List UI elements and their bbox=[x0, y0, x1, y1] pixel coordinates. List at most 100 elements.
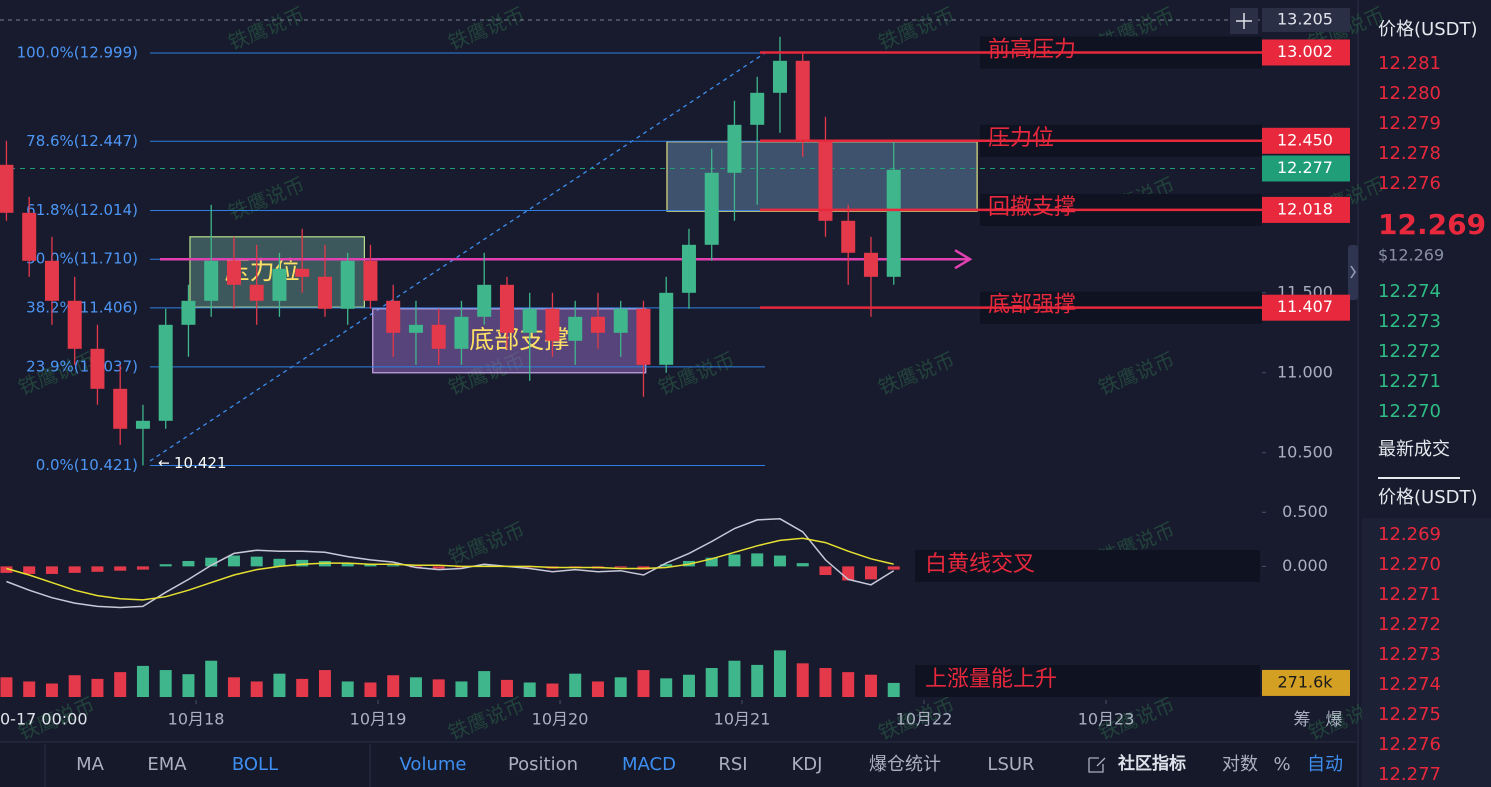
volume-bar bbox=[705, 667, 718, 697]
volume-bar bbox=[136, 665, 149, 697]
macd-bar bbox=[751, 553, 764, 567]
level-annotation: 底部强撑 bbox=[988, 293, 1076, 318]
macd-bar bbox=[773, 555, 786, 567]
volume-bar bbox=[591, 681, 604, 697]
fib-label: 0.0%(10.421) bbox=[36, 456, 138, 474]
collapse-tab[interactable] bbox=[1348, 245, 1358, 300]
macd-bar bbox=[136, 566, 149, 570]
bid-price: 12.273 bbox=[1378, 311, 1441, 332]
low-label: 10.421 bbox=[174, 454, 227, 472]
sub-indicator[interactable]: Position bbox=[508, 754, 578, 775]
volume-bar bbox=[773, 650, 786, 697]
trade-price: 12.271 bbox=[1378, 584, 1441, 605]
indicator[interactable]: BOLL bbox=[232, 754, 278, 775]
level-annotation: 前高压力 bbox=[988, 37, 1076, 62]
candle-body bbox=[204, 260, 219, 301]
side-label[interactable]: 爆 bbox=[1326, 710, 1343, 730]
crosshair-tag bbox=[1262, 8, 1350, 32]
trades-title[interactable]: 最新成交 bbox=[1378, 439, 1450, 460]
ask-price: 12.278 bbox=[1378, 143, 1441, 164]
indicator[interactable]: MA bbox=[76, 754, 105, 775]
option[interactable]: 对数 bbox=[1222, 754, 1258, 775]
fib-label: 38.2%(11.406) bbox=[26, 298, 138, 316]
volume-bar bbox=[68, 675, 81, 697]
candle-body bbox=[113, 388, 128, 429]
edit-icon bbox=[1088, 757, 1106, 773]
fib-label: 100.0%(12.999) bbox=[17, 43, 138, 61]
volume-label: 271.6k bbox=[1277, 672, 1333, 691]
volume-bar bbox=[682, 674, 695, 697]
macd-bar bbox=[842, 566, 855, 581]
option[interactable]: 自动 bbox=[1307, 754, 1343, 775]
annotation-bg bbox=[915, 665, 1260, 697]
side-label[interactable]: 筹 bbox=[1294, 710, 1311, 730]
volume-bar bbox=[250, 681, 263, 697]
sub-indicator[interactable]: Volume bbox=[400, 754, 467, 775]
macd-y-tick-label: 0.500 bbox=[1282, 502, 1328, 521]
volume-bar bbox=[887, 682, 900, 697]
ob-header: 价格(USDT) bbox=[1378, 19, 1478, 40]
community[interactable]: 社区指标 bbox=[1117, 753, 1186, 774]
volume-bar bbox=[387, 675, 400, 697]
ask-price: 12.280 bbox=[1378, 83, 1441, 104]
level-tag bbox=[1262, 127, 1350, 154]
ask-price: 12.281 bbox=[1378, 53, 1441, 74]
trade-price: 12.270 bbox=[1378, 554, 1441, 575]
volume-bar bbox=[569, 673, 582, 697]
trade-price: 12.277 bbox=[1378, 764, 1441, 785]
volume-bar bbox=[114, 672, 127, 697]
arrow-head bbox=[954, 249, 973, 270]
trades-header: 价格(USDT) bbox=[1378, 487, 1478, 508]
sub-indicator[interactable]: RSI bbox=[718, 754, 747, 775]
plus-icon bbox=[1236, 13, 1252, 29]
candle-body bbox=[818, 140, 833, 221]
level-annotation: 回撤支撑 bbox=[988, 195, 1076, 220]
ask-price: 12.279 bbox=[1378, 113, 1441, 134]
volume-bar bbox=[409, 677, 422, 697]
level-price: 13.002 bbox=[1277, 42, 1333, 61]
candle-body bbox=[317, 276, 332, 309]
trades-bg bbox=[1362, 518, 1491, 787]
trade-price: 12.276 bbox=[1378, 734, 1441, 755]
y-tick-label: 11.000 bbox=[1277, 362, 1333, 381]
volume-bar bbox=[227, 677, 240, 697]
annotation-bg bbox=[915, 550, 1260, 582]
bid-price: 12.270 bbox=[1378, 401, 1441, 422]
volume-bar bbox=[91, 678, 104, 697]
volume-bar bbox=[546, 683, 559, 697]
trade-price: 12.269 bbox=[1378, 524, 1441, 545]
volume-bar bbox=[23, 681, 36, 697]
candle-body bbox=[522, 308, 537, 333]
volume-bar bbox=[296, 678, 309, 697]
volume-bar bbox=[842, 672, 855, 697]
volume-bar bbox=[660, 678, 673, 697]
bid-price: 12.271 bbox=[1378, 371, 1441, 392]
crosshair-price: 13.205 bbox=[1277, 10, 1333, 29]
level-price: 11.407 bbox=[1277, 297, 1333, 316]
volume-bar bbox=[455, 681, 468, 697]
last-price: 12.269 bbox=[1378, 208, 1486, 241]
trade-price: 12.273 bbox=[1378, 644, 1441, 665]
option[interactable]: % bbox=[1273, 754, 1290, 775]
volume-bar bbox=[819, 667, 832, 697]
macd-bar bbox=[887, 566, 900, 570]
volume-bar bbox=[796, 663, 809, 697]
sub-indicator[interactable]: 爆仓统计 bbox=[869, 754, 941, 775]
indicator[interactable]: EMA bbox=[147, 754, 187, 775]
sub-indicator[interactable]: LSUR bbox=[987, 754, 1034, 775]
macd-bar bbox=[91, 566, 104, 572]
x-tick-label: 10月21 bbox=[714, 710, 771, 729]
x-tick-label: 10月19 bbox=[350, 710, 407, 729]
volume-bar bbox=[182, 674, 195, 697]
macd-bar bbox=[864, 566, 877, 580]
volume-bar bbox=[0, 677, 13, 697]
volume-bar bbox=[45, 683, 58, 697]
fib-label: 23.9%(11.037) bbox=[26, 357, 138, 375]
candle-body bbox=[659, 292, 674, 365]
sub-indicator[interactable]: KDJ bbox=[792, 754, 823, 775]
sub-indicator[interactable]: MACD bbox=[622, 754, 676, 775]
candle-body bbox=[272, 268, 287, 301]
fib-label: 61.8%(12.014) bbox=[26, 201, 138, 219]
macd-bar bbox=[387, 565, 400, 567]
